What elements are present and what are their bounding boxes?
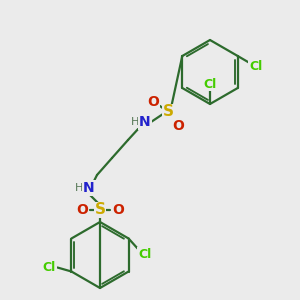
Text: O: O: [147, 95, 159, 109]
Text: N: N: [83, 181, 95, 195]
Text: Cl: Cl: [138, 248, 151, 261]
Text: Cl: Cl: [43, 261, 56, 274]
Text: N: N: [139, 115, 151, 129]
Text: H: H: [75, 183, 83, 193]
Text: O: O: [112, 203, 124, 217]
Text: Cl: Cl: [203, 77, 217, 91]
Text: O: O: [76, 203, 88, 217]
Text: S: S: [94, 202, 106, 217]
Text: Cl: Cl: [249, 59, 262, 73]
Text: H: H: [131, 117, 139, 127]
Text: O: O: [172, 119, 184, 133]
Text: S: S: [163, 104, 173, 119]
